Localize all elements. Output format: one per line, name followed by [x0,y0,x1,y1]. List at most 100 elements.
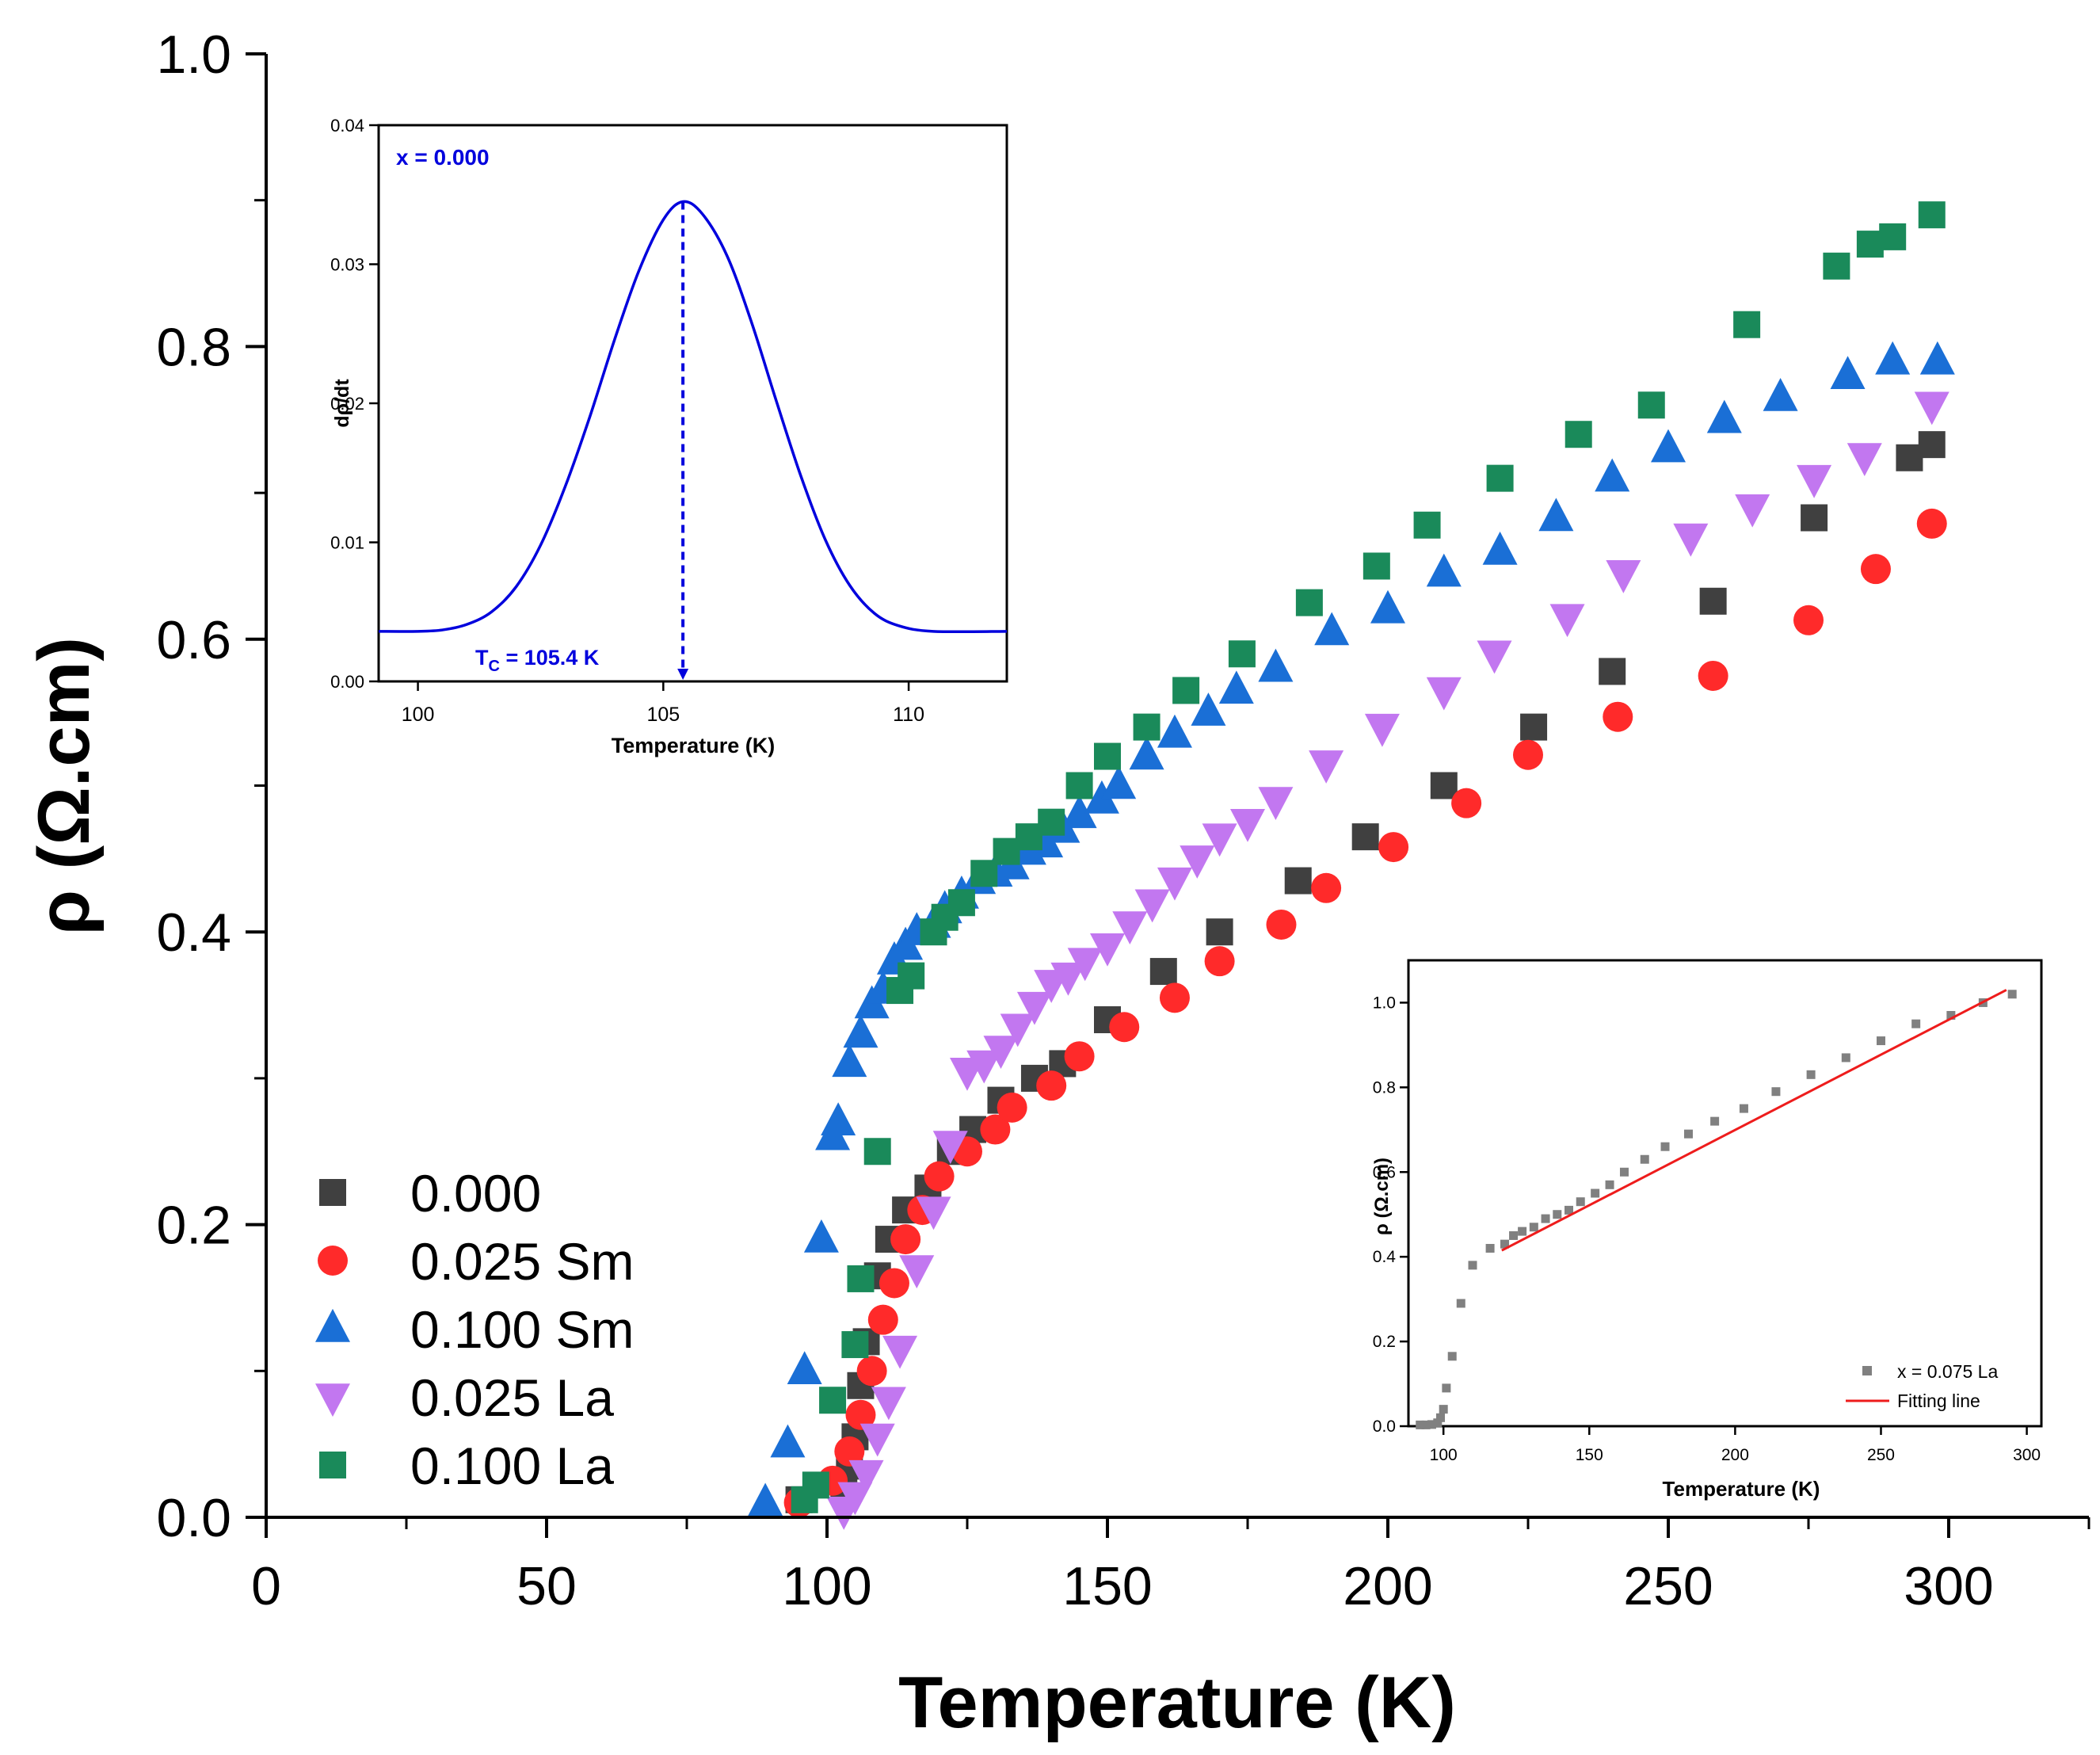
data-point [1134,889,1170,923]
main-plot: 0 50 100 150 200 250 300 0.0 0.2 0.4 0.6 0.8 1.0 Tem… [24,25,2090,1743]
data-point [821,1102,856,1136]
main-x-tick-label: 250 [1623,1556,1713,1616]
data-point [1101,765,1137,799]
data-point [1486,464,1514,492]
main-series-0-025-la [826,391,1949,1530]
data-point [1309,750,1344,784]
data-point [1520,713,1548,741]
inset-derivative-y-tick-label: 0.00 [330,672,364,692]
data-point [1591,1188,1600,1198]
data-point [1605,1180,1614,1189]
data-point [1451,788,1482,818]
main-data-series [748,201,1955,1530]
data-point [1619,1167,1629,1177]
inset-fit-frame [1407,959,2043,1428]
main-series-0-100-la [791,201,1946,1513]
data-point [1084,780,1119,814]
data-point [1733,311,1761,338]
data-point [1513,739,1543,770]
data-point [1603,701,1633,732]
inset-fit-x-tick-label: 300 [2013,1446,2041,1464]
tc-label-symbol: T [475,646,489,670]
data-point [1698,660,1728,691]
data-point [1793,605,1824,635]
data-point [1427,1420,1436,1429]
data-point [1529,1223,1538,1232]
data-point [1801,504,1828,532]
data-point [1477,640,1512,674]
data-point [980,1114,1011,1145]
data-point [1364,713,1400,747]
data-point [1918,201,1946,229]
data-point [1699,587,1727,615]
legend-marker [315,1383,350,1417]
tc-label-subscript: C [489,658,500,675]
data-point [1426,677,1462,711]
data-point [1067,948,1103,982]
data-point [832,1043,867,1078]
data-point [845,1399,876,1430]
data-point [1204,946,1235,977]
inset-legend-label: Fitting line [1897,1391,1980,1411]
data-point [1050,962,1086,996]
data-point [1879,223,1907,250]
main-y-tick-label: 0.8 [156,317,231,377]
data-point [1541,1214,1550,1223]
data-point [1919,341,1955,375]
data-point [863,1138,891,1166]
data-point [1565,421,1592,448]
inset-derivative-y-tick-label: 0.01 [330,533,364,553]
data-point [1228,640,1256,668]
legend-label: 0.025 Sm [410,1232,635,1291]
legend-label: 0.000 [410,1164,541,1223]
main-x-tick-label: 0 [251,1556,281,1616]
data-point [1433,1418,1443,1428]
data-point [1206,918,1233,946]
legend-marker [315,1308,350,1342]
data-point [1094,742,1121,770]
data-point [1172,677,1200,704]
main-y-tick-label: 0.6 [156,610,231,670]
data-point [859,1423,895,1457]
data-point [1918,431,1946,459]
inset-derivative-ticks [369,124,910,691]
data-point [1149,958,1177,986]
inset-fit-y-tick-label: 0.8 [1373,1078,1396,1097]
inset-derivative-y-title: dρ/dt [331,379,353,428]
data-point [1258,787,1294,821]
data-point [1351,823,1379,851]
data-point [834,1436,865,1467]
data-point [916,1196,951,1230]
data-point [819,1387,847,1414]
tc-label: TC = 105.4 K [475,646,600,675]
data-point [748,1482,783,1517]
data-point [1038,808,1065,836]
inset-fit-y-title: ρ (Ω.cm) [1371,1158,1393,1235]
inset-derivative-plot: 100 105 110 0.00 0.01 0.02 0.03 0.04 Temperatur… [330,116,1008,757]
data-point [2007,990,2017,999]
data-point [1129,736,1164,770]
data-point [1378,832,1409,863]
data-point [1660,1142,1670,1151]
main-x-tick-label: 200 [1343,1556,1432,1616]
main-legend: 0.000 0.025 Sm 0.100 Sm 0.025 La 0.100 La [315,1164,635,1495]
data-point [890,1224,921,1255]
data-point [1739,1104,1748,1113]
data-point [1202,823,1237,857]
data-point [1797,464,1832,498]
legend-label: 0.025 La [410,1368,614,1427]
data-point [1637,391,1665,419]
data-point [803,1219,839,1253]
inset-legend-label: x = 0.075 La [1897,1361,1998,1382]
data-point [1436,1413,1446,1422]
inset-derivative-x-tick-label: 110 [893,704,924,726]
data-point [1230,808,1265,842]
inset-derivative-x-tick-label: 100 [402,704,435,726]
main-y-tick-label: 0.0 [156,1488,231,1548]
data-point [848,1459,884,1494]
data-point [932,1131,968,1165]
data-point [1413,511,1441,539]
legend-marker [319,1452,346,1478]
data-point [983,1036,1019,1070]
fitting-line [1501,989,2007,1252]
